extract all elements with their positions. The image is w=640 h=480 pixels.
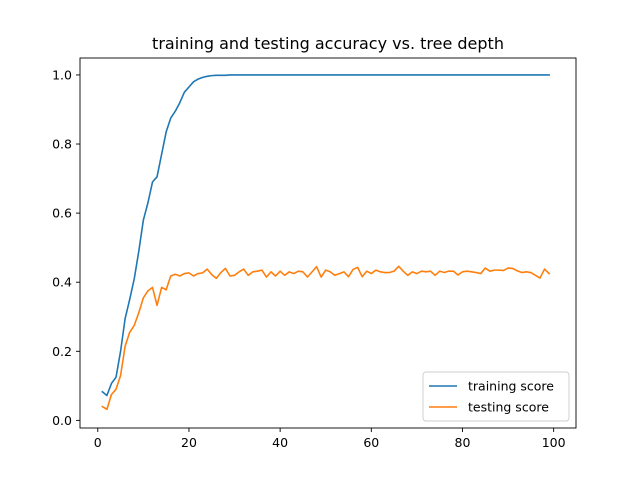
- y-tick-label: 1.0: [52, 67, 72, 82]
- y-tick-label: 0.4: [52, 275, 72, 290]
- plot-area: 0 20 40 60 80 100 0.0 0.2 0.4 0.6 0.8 1.0: [52, 57, 577, 450]
- x-tick-label: 60: [363, 435, 379, 450]
- x-tick-label: 20: [181, 435, 197, 450]
- series-line-training: [101, 74, 550, 397]
- chart-title: training and testing accuracy vs. tree d…: [152, 34, 504, 53]
- axes-frame: [79, 57, 577, 429]
- y-tick-label: 0.2: [52, 344, 72, 359]
- legend-box: [422, 371, 570, 422]
- legend-label: training score: [468, 379, 554, 394]
- x-tick-label: 40: [272, 435, 288, 450]
- legend-label: testing score: [468, 400, 549, 415]
- legend: training score testing score: [422, 371, 570, 422]
- x-tick-label: 80: [455, 435, 471, 450]
- x-tick-label: 100: [542, 435, 566, 450]
- y-tick-label: 0.8: [52, 137, 72, 152]
- y-tick-label: 0.0: [52, 413, 72, 428]
- y-tick-label: 0.6: [52, 206, 72, 221]
- series-line-testing: [101, 265, 551, 411]
- x-tick-label: 0: [94, 435, 102, 450]
